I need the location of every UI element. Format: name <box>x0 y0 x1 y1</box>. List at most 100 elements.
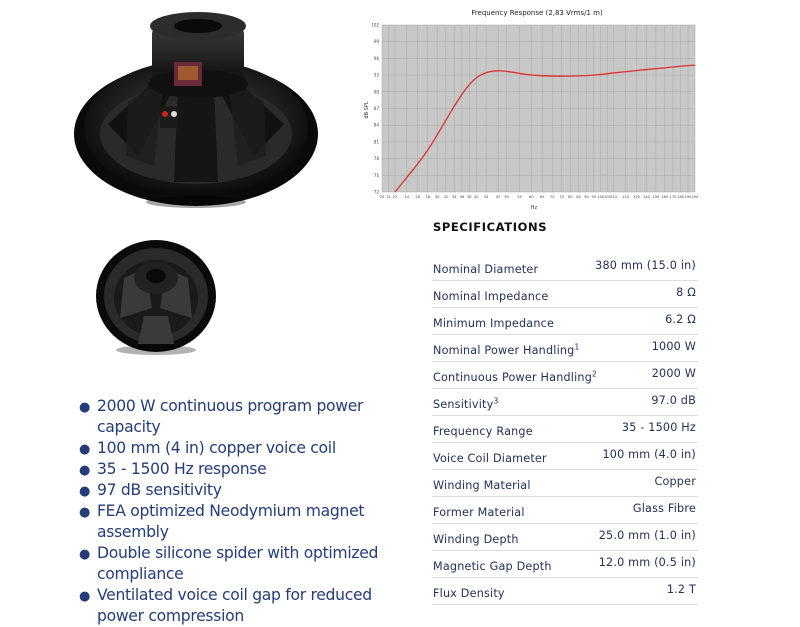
chart-x-tick-label: 28 <box>425 195 430 199</box>
chart-x-tick-label: 75 <box>559 195 564 199</box>
chart-x-tick-label: 47 <box>496 195 501 199</box>
chart-y-tick-label: 75 <box>374 173 380 178</box>
feature-item: ● Double silicone spider with optimized c… <box>79 544 379 583</box>
chart-x-tick-label: 190 <box>685 195 693 199</box>
specifications-table: Nominal Diameter 380 mm (15.0 in) Nominal … <box>432 254 698 605</box>
spec-row: Nominal Impedance 8 Ω <box>432 281 698 308</box>
bullet-icon: ● <box>79 442 91 457</box>
chart-x-tick-label: 50 <box>504 195 509 199</box>
chart-grid-vertical <box>381 25 696 192</box>
spec-value: 12.0 mm (0.5 in) <box>598 556 696 569</box>
feature-item: ● 35 - 1500 Hz response <box>76 459 416 480</box>
frequency-response-chart: Frequency Response (2,83 Vrms/1 m) 72 75 7… <box>362 0 702 214</box>
spec-label: Voice Coil Diameter <box>433 452 547 465</box>
chart-x-tick-label: 180 <box>677 195 685 199</box>
spec-label: Former Material <box>433 506 525 519</box>
chart-x-tick-label: 30 <box>435 195 440 199</box>
chart-x-tick-label: 100 <box>597 195 605 199</box>
spec-value: Glass Fibre <box>632 502 696 515</box>
bullet-icon: ● <box>79 505 91 520</box>
chart-x-tick-label: 22 <box>393 195 398 199</box>
chart-x-tick-label: 55 <box>517 195 522 199</box>
chart-x-tick-label: 70 <box>550 195 555 199</box>
chart-x-tick-label: 20 <box>380 195 385 199</box>
chart-x-tick-label: 65 <box>540 195 545 199</box>
chart-y-tick-labels: 72 75 78 81 84 87 90 93 96 99 102 <box>371 23 379 195</box>
chart-y-tick-label: 87 <box>374 106 380 111</box>
chart-y-tick-label: 72 <box>374 190 380 195</box>
chart-y-tick-label: 93 <box>374 73 380 78</box>
spec-value: 25.0 mm (1.0 in) <box>598 529 696 542</box>
spec-label: Minimum Impedance <box>433 317 555 330</box>
chart-x-tick-label: 150 <box>652 195 660 199</box>
chart-x-tick-label: 105 <box>604 195 611 199</box>
spec-row: Nominal Power Handling1 1000 W <box>432 335 698 362</box>
spec-label: Winding Depth <box>433 533 519 546</box>
chart-x-tick-label: 160 <box>661 195 669 199</box>
spec-value: 2000 W <box>651 367 696 380</box>
chart-x-tick-label: 120 <box>622 195 630 199</box>
spec-value: 35 - 1500 Hz <box>621 421 696 434</box>
chart-x-tick-label: 80 <box>568 195 573 199</box>
bullet-icon: ● <box>79 463 91 478</box>
spec-row: Continuous Power Handling2 2000 W <box>432 362 698 389</box>
spec-label: Winding Material <box>433 479 531 492</box>
feature-item: ● 2000 W continuous program power capacit… <box>79 397 364 436</box>
spec-row: Magnetic Gap Depth 12.0 mm (0.5 in) <box>432 551 698 578</box>
spec-row: Voice Coil Diameter 100 mm (4.0 in) <box>432 443 698 470</box>
spec-row: Former Material Glass Fibre <box>432 497 698 524</box>
feature-item: ● 97 dB sensitivity <box>76 480 416 501</box>
chart-x-tick-label: 60 <box>529 195 534 199</box>
spec-label: Nominal Power Handling1 <box>433 342 580 357</box>
bullet-icon: ● <box>79 547 91 562</box>
chart-x-tick-label: 34 <box>452 195 457 199</box>
chart-x-tick-label: 36 <box>460 195 465 199</box>
spec-label: Magnetic Gap Depth <box>433 560 552 573</box>
chart-x-tick-label: 170 <box>669 195 677 199</box>
bullet-icon: ● <box>79 589 91 604</box>
chart-x-axis-label: Hz <box>531 205 538 211</box>
spec-value: 6.2 Ω <box>665 313 696 326</box>
chart-x-tick-label: 43 <box>484 195 489 199</box>
spec-row: Winding Depth 25.0 mm (1.0 in) <box>432 524 698 551</box>
chart-series-line <box>394 64 696 193</box>
chart-y-axis-label: dB SPL <box>364 101 370 118</box>
chart-y-tick-label: 84 <box>374 123 380 128</box>
chart-x-tick-label: 26 <box>415 195 420 199</box>
spec-label: Continuous Power Handling2 <box>433 369 597 384</box>
speaker-rear-view-small-icon <box>94 238 218 358</box>
spec-label: Frequency Range <box>433 425 533 438</box>
speaker-rear-view-icon <box>68 6 320 212</box>
feature-item: ● FEA optimized Neodymium magnet assembly <box>79 502 365 541</box>
chart-grid-horizontal <box>382 24 695 193</box>
spec-footnote-marker: 3 <box>493 396 499 406</box>
spec-label: Nominal Diameter <box>433 263 539 276</box>
chart-y-tick-label: 78 <box>374 156 380 161</box>
spec-value: 1000 W <box>651 340 696 353</box>
chart-x-tick-label: 85 <box>576 195 581 199</box>
spec-row: Winding Material Copper <box>432 470 698 497</box>
bullet-icon: ● <box>79 400 91 415</box>
spec-value: 100 mm (4.0 in) <box>602 448 696 461</box>
spec-row: Nominal Diameter 380 mm (15.0 in) <box>432 254 698 281</box>
spec-label: Sensitivity3 <box>433 396 499 411</box>
spec-row: Frequency Range 35 - 1500 Hz <box>432 416 698 443</box>
spec-label: Nominal Impedance <box>433 290 549 303</box>
chart-x-tick-label: 40 <box>474 195 479 199</box>
chart-x-tick-label: 95 <box>592 195 597 199</box>
chart-y-tick-label: 81 <box>374 139 380 144</box>
spec-footnote-marker: 1 <box>574 342 580 352</box>
chart-y-tick-label: 102 <box>371 23 379 28</box>
chart-x-tick-label: 24 <box>404 195 409 199</box>
chart-x-tick-label: 21 <box>386 195 391 199</box>
chart-x-tick-label: 32 <box>444 195 449 199</box>
chart-y-tick-label: 99 <box>374 39 380 44</box>
specifications-heading: SPECIFICATIONS <box>433 220 548 234</box>
spec-value: 380 mm (15.0 in) <box>595 259 696 272</box>
spec-value: Copper <box>654 475 696 488</box>
spec-value: 1.2 T <box>666 583 696 596</box>
spec-value: 97.0 dB <box>651 394 696 407</box>
chart-x-tick-labels: 20 21 22 24 26 28 30 32 34 36 38 40 43 47 50 55 60 65 70 75… <box>380 195 699 199</box>
feature-item: ● Ventilated voice coil gap for reduced p… <box>79 586 372 625</box>
spec-label: Flux Density <box>433 587 505 600</box>
